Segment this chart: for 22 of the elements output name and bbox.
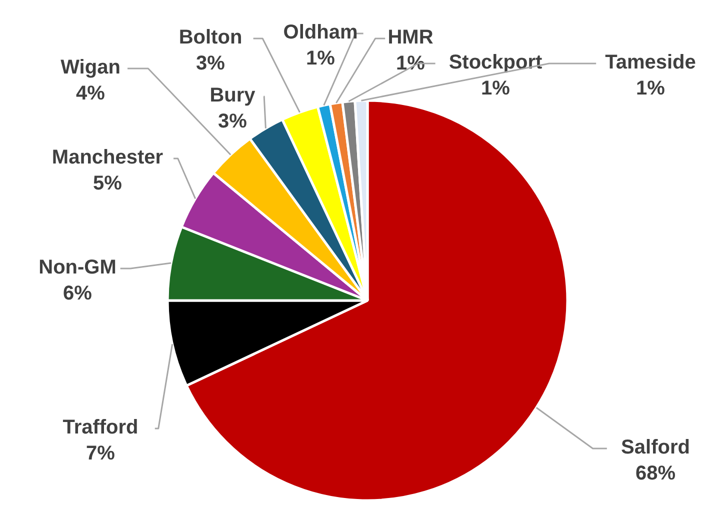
- slice-label: Bolton: [178, 26, 242, 48]
- slice-label: Manchester: [52, 146, 164, 168]
- data-label: 3%: [218, 110, 248, 133]
- slice-label: HMR: [388, 26, 434, 48]
- slice-label: Trafford: [62, 416, 138, 438]
- slice-label: Non-GM: [38, 256, 116, 278]
- data-label: 4%: [76, 82, 106, 105]
- slice-label: Tameside: [605, 51, 696, 74]
- data-label: 1%: [481, 78, 510, 100]
- slice-label: Bury: [210, 84, 256, 106]
- data-label: 1%: [396, 52, 426, 75]
- data-label: 5%: [93, 172, 122, 195]
- slice-label: Stockport: [448, 51, 543, 74]
- data-label: 6%: [63, 282, 92, 305]
- data-label: 7%: [86, 442, 116, 465]
- data-label: 3%: [196, 52, 226, 75]
- slice-label: Salford: [621, 436, 690, 458]
- data-label: 1%: [306, 48, 336, 70]
- data-label: 1%: [636, 78, 666, 100]
- slice-label: Oldham: [283, 21, 358, 44]
- data-label: 68%: [635, 462, 676, 485]
- slice-label: Wigan: [60, 56, 120, 78]
